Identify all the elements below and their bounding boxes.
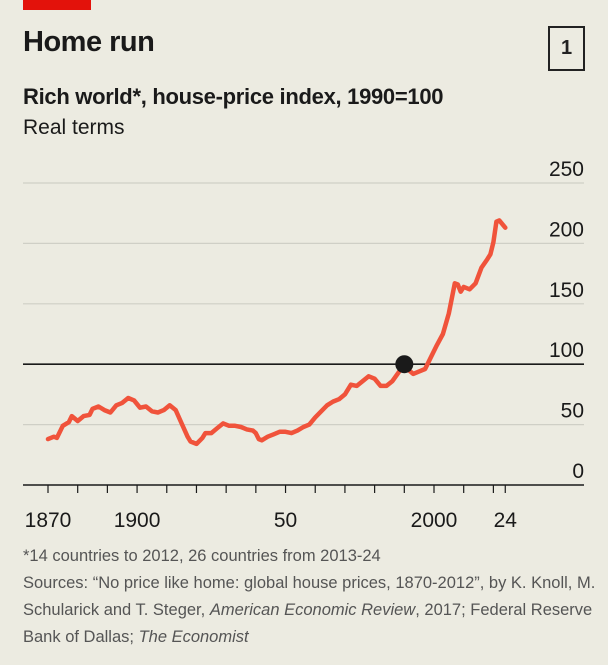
sources-publisher: The Economist [138,628,249,646]
footnote: *14 countries to 2012, 26 countries from… [23,547,381,565]
chart-number-badge: 1 [548,26,585,71]
chart-subtitle: Rich world*, house-price index, 1990=100 [23,84,444,109]
footnotes: *14 countries to 2012, 26 countries from… [23,543,603,651]
x-tick-label: 24 [494,509,518,532]
unit-label: Real terms [23,116,125,139]
x-tick-label: 50 [274,509,297,532]
x-tick-label: 1870 [25,509,72,532]
y-tick-label: 50 [561,400,584,423]
sources: Sources: “No price like home: global hou… [23,570,603,651]
x-tick-label: 2000 [411,509,458,532]
y-tick-label: 200 [549,218,584,241]
highlight-point-1990 [395,355,414,374]
sources-text-2: , 2017; Federal Reserve Bank of Dallas; [23,601,593,646]
brand-red-bar [23,0,91,10]
x-tick-label: 1900 [114,509,161,532]
house-price-index-line [45,218,508,447]
y-tick-label: 100 [549,339,584,362]
y-tick-label: 0 [572,460,584,483]
chart-title: Home run [23,26,155,58]
y-tick-label: 150 [549,279,584,302]
sources-text: Sources: “No price like home: global hou… [23,574,596,619]
sources-journal: American Economic Review [209,601,416,619]
y-tick-label: 250 [549,158,584,181]
